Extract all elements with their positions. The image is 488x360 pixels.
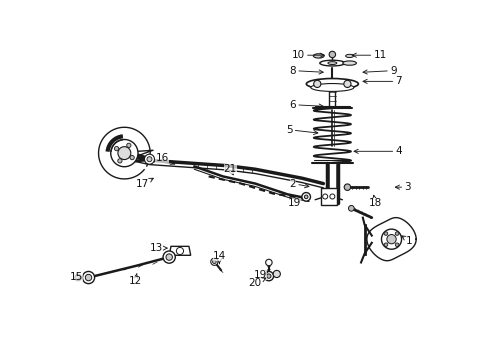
Text: 7: 7 bbox=[362, 76, 401, 86]
Circle shape bbox=[304, 195, 307, 199]
Circle shape bbox=[75, 274, 81, 281]
Circle shape bbox=[82, 271, 94, 284]
Circle shape bbox=[118, 147, 131, 159]
Text: 18: 18 bbox=[368, 195, 381, 208]
Text: 12: 12 bbox=[128, 273, 142, 286]
Circle shape bbox=[384, 232, 387, 235]
Circle shape bbox=[266, 274, 270, 278]
Circle shape bbox=[144, 154, 154, 164]
Text: 5: 5 bbox=[285, 125, 317, 135]
Circle shape bbox=[118, 159, 122, 163]
Circle shape bbox=[394, 232, 398, 235]
Ellipse shape bbox=[342, 61, 356, 65]
Bar bbox=[320, 188, 336, 205]
Polygon shape bbox=[169, 246, 190, 255]
Text: 16: 16 bbox=[155, 153, 174, 164]
Text: 14: 14 bbox=[212, 251, 225, 264]
Circle shape bbox=[126, 143, 131, 148]
Circle shape bbox=[328, 51, 335, 58]
Circle shape bbox=[163, 251, 175, 263]
Circle shape bbox=[85, 274, 92, 281]
Circle shape bbox=[344, 184, 350, 190]
Circle shape bbox=[114, 147, 119, 151]
Text: 10: 10 bbox=[291, 50, 324, 60]
Circle shape bbox=[165, 254, 172, 260]
Ellipse shape bbox=[327, 62, 336, 64]
Text: 9: 9 bbox=[362, 66, 396, 76]
Text: 2: 2 bbox=[289, 179, 308, 189]
Circle shape bbox=[212, 260, 216, 264]
Text: 11: 11 bbox=[351, 50, 386, 60]
Text: 19: 19 bbox=[253, 270, 268, 280]
Text: 6: 6 bbox=[289, 100, 323, 110]
Circle shape bbox=[301, 193, 310, 201]
Text: 3: 3 bbox=[394, 182, 410, 192]
Circle shape bbox=[273, 270, 280, 278]
Circle shape bbox=[348, 206, 353, 211]
Circle shape bbox=[394, 243, 398, 247]
Ellipse shape bbox=[310, 84, 353, 91]
Circle shape bbox=[313, 80, 320, 87]
Circle shape bbox=[386, 234, 395, 244]
Circle shape bbox=[343, 80, 350, 87]
Text: 19: 19 bbox=[287, 198, 301, 208]
Text: 8: 8 bbox=[289, 66, 323, 76]
Text: 20: 20 bbox=[248, 278, 265, 288]
Circle shape bbox=[381, 229, 401, 249]
Circle shape bbox=[265, 259, 271, 266]
Circle shape bbox=[384, 243, 387, 247]
Ellipse shape bbox=[306, 78, 358, 89]
Circle shape bbox=[264, 271, 273, 281]
Text: 1: 1 bbox=[401, 236, 412, 246]
Circle shape bbox=[110, 139, 138, 167]
Text: 21: 21 bbox=[223, 164, 236, 175]
Circle shape bbox=[130, 156, 134, 160]
Text: 17: 17 bbox=[135, 178, 153, 189]
Ellipse shape bbox=[319, 60, 344, 66]
Ellipse shape bbox=[345, 54, 353, 58]
Text: 13: 13 bbox=[150, 243, 167, 253]
Text: 15: 15 bbox=[69, 272, 82, 282]
Ellipse shape bbox=[313, 54, 324, 58]
Text: 4: 4 bbox=[353, 146, 401, 156]
Circle shape bbox=[210, 258, 218, 265]
Circle shape bbox=[176, 247, 183, 255]
Circle shape bbox=[147, 157, 152, 162]
